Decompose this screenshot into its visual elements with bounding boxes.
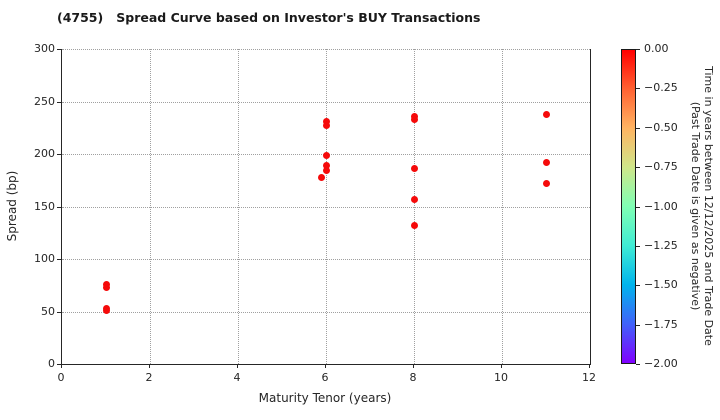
y-tick-label: 0 — [48, 357, 55, 370]
scatter-point — [410, 221, 418, 229]
x-tick-mark — [61, 364, 62, 368]
y-tick-label: 50 — [41, 304, 55, 318]
y-tick-label: 200 — [34, 147, 55, 160]
colorbar-tick-label: −0.50 — [644, 120, 678, 134]
colorbar-tick-mark — [636, 285, 640, 287]
y-tick-mark — [57, 259, 61, 260]
colorbar-tick-label: −1.50 — [644, 278, 678, 292]
x-tick-mark — [149, 364, 150, 368]
colorbar-label-line2: (Past Trade Date is given as negative) — [689, 101, 702, 311]
x-tick-label: 10 — [494, 371, 508, 384]
y-tick-mark — [57, 101, 61, 103]
colorbar — [621, 49, 636, 364]
grid-line-horizontal — [62, 259, 590, 260]
chart-title: (4755) Spread Curve based on Investor's … — [57, 10, 481, 25]
scatter-point — [322, 151, 330, 159]
x-tick-mark — [325, 364, 326, 368]
colorbar-tick-label: −0.75 — [644, 160, 678, 174]
x-tick-mark — [589, 364, 590, 368]
colorbar-tick-label: −1.25 — [644, 238, 678, 252]
scatter-point — [410, 195, 418, 203]
grid-line-horizontal — [62, 311, 590, 313]
x-tick-label: 8 — [409, 371, 417, 384]
colorbar-tick-mark — [636, 88, 640, 90]
y-tick-mark — [57, 49, 61, 50]
scatter-point — [542, 179, 550, 187]
colorbar-tick-label: 0.00 — [644, 42, 669, 55]
scatter-point — [322, 162, 330, 170]
x-tick-mark — [501, 364, 502, 368]
y-axis-label: Spread (bp) — [5, 170, 19, 242]
scatter-point — [102, 306, 110, 314]
colorbar-axis-label: Time in years between 12/12/2025 and Tra… — [689, 6, 715, 406]
y-tick-label: 100 — [34, 252, 55, 265]
grid-line-horizontal — [62, 49, 590, 50]
y-tick-mark — [57, 364, 61, 365]
x-tick-label: 12 — [582, 371, 596, 384]
colorbar-tick-mark — [636, 364, 640, 365]
scatter-point — [102, 283, 110, 291]
colorbar-tick-mark — [636, 324, 640, 326]
colorbar-tick-label: −2.00 — [644, 357, 678, 370]
x-tick-label: 0 — [57, 371, 65, 384]
y-tick-mark — [57, 154, 61, 155]
scatter-point — [322, 167, 330, 175]
scatter-point — [322, 117, 330, 125]
y-tick-label: 150 — [34, 199, 55, 213]
colorbar-tick-mark — [636, 49, 640, 50]
colorbar-tick-mark — [636, 245, 640, 247]
colorbar-tick-label: −0.25 — [644, 81, 678, 95]
plot-area — [61, 49, 591, 365]
x-tick-label: 4 — [233, 371, 241, 384]
x-axis-label: Maturity Tenor (years) — [258, 391, 392, 405]
scatter-point — [410, 115, 418, 123]
y-tick-mark — [57, 206, 61, 208]
grid-line-horizontal — [62, 101, 590, 103]
x-tick-label: 6 — [321, 371, 329, 384]
scatter-point — [410, 165, 418, 173]
colorbar-tick-label: −1.75 — [644, 317, 678, 331]
y-tick-label: 250 — [34, 94, 55, 108]
x-tick-mark — [413, 364, 414, 368]
y-tick-mark — [57, 311, 61, 313]
colorbar-tick-mark — [636, 167, 640, 169]
colorbar-tick-mark — [636, 206, 640, 208]
x-tick-mark — [237, 364, 238, 368]
y-tick-label: 300 — [34, 42, 55, 55]
grid-line-horizontal — [62, 206, 590, 208]
colorbar-tick-label: −1.00 — [644, 199, 678, 213]
scatter-point — [318, 173, 326, 181]
colorbar-tick-mark — [636, 127, 640, 129]
scatter-point — [542, 158, 550, 166]
colorbar-label-line1: Time in years between 12/12/2025 and Tra… — [702, 66, 715, 346]
scatter-point — [322, 122, 330, 130]
x-tick-label: 2 — [145, 371, 153, 384]
scatter-point — [542, 110, 550, 118]
